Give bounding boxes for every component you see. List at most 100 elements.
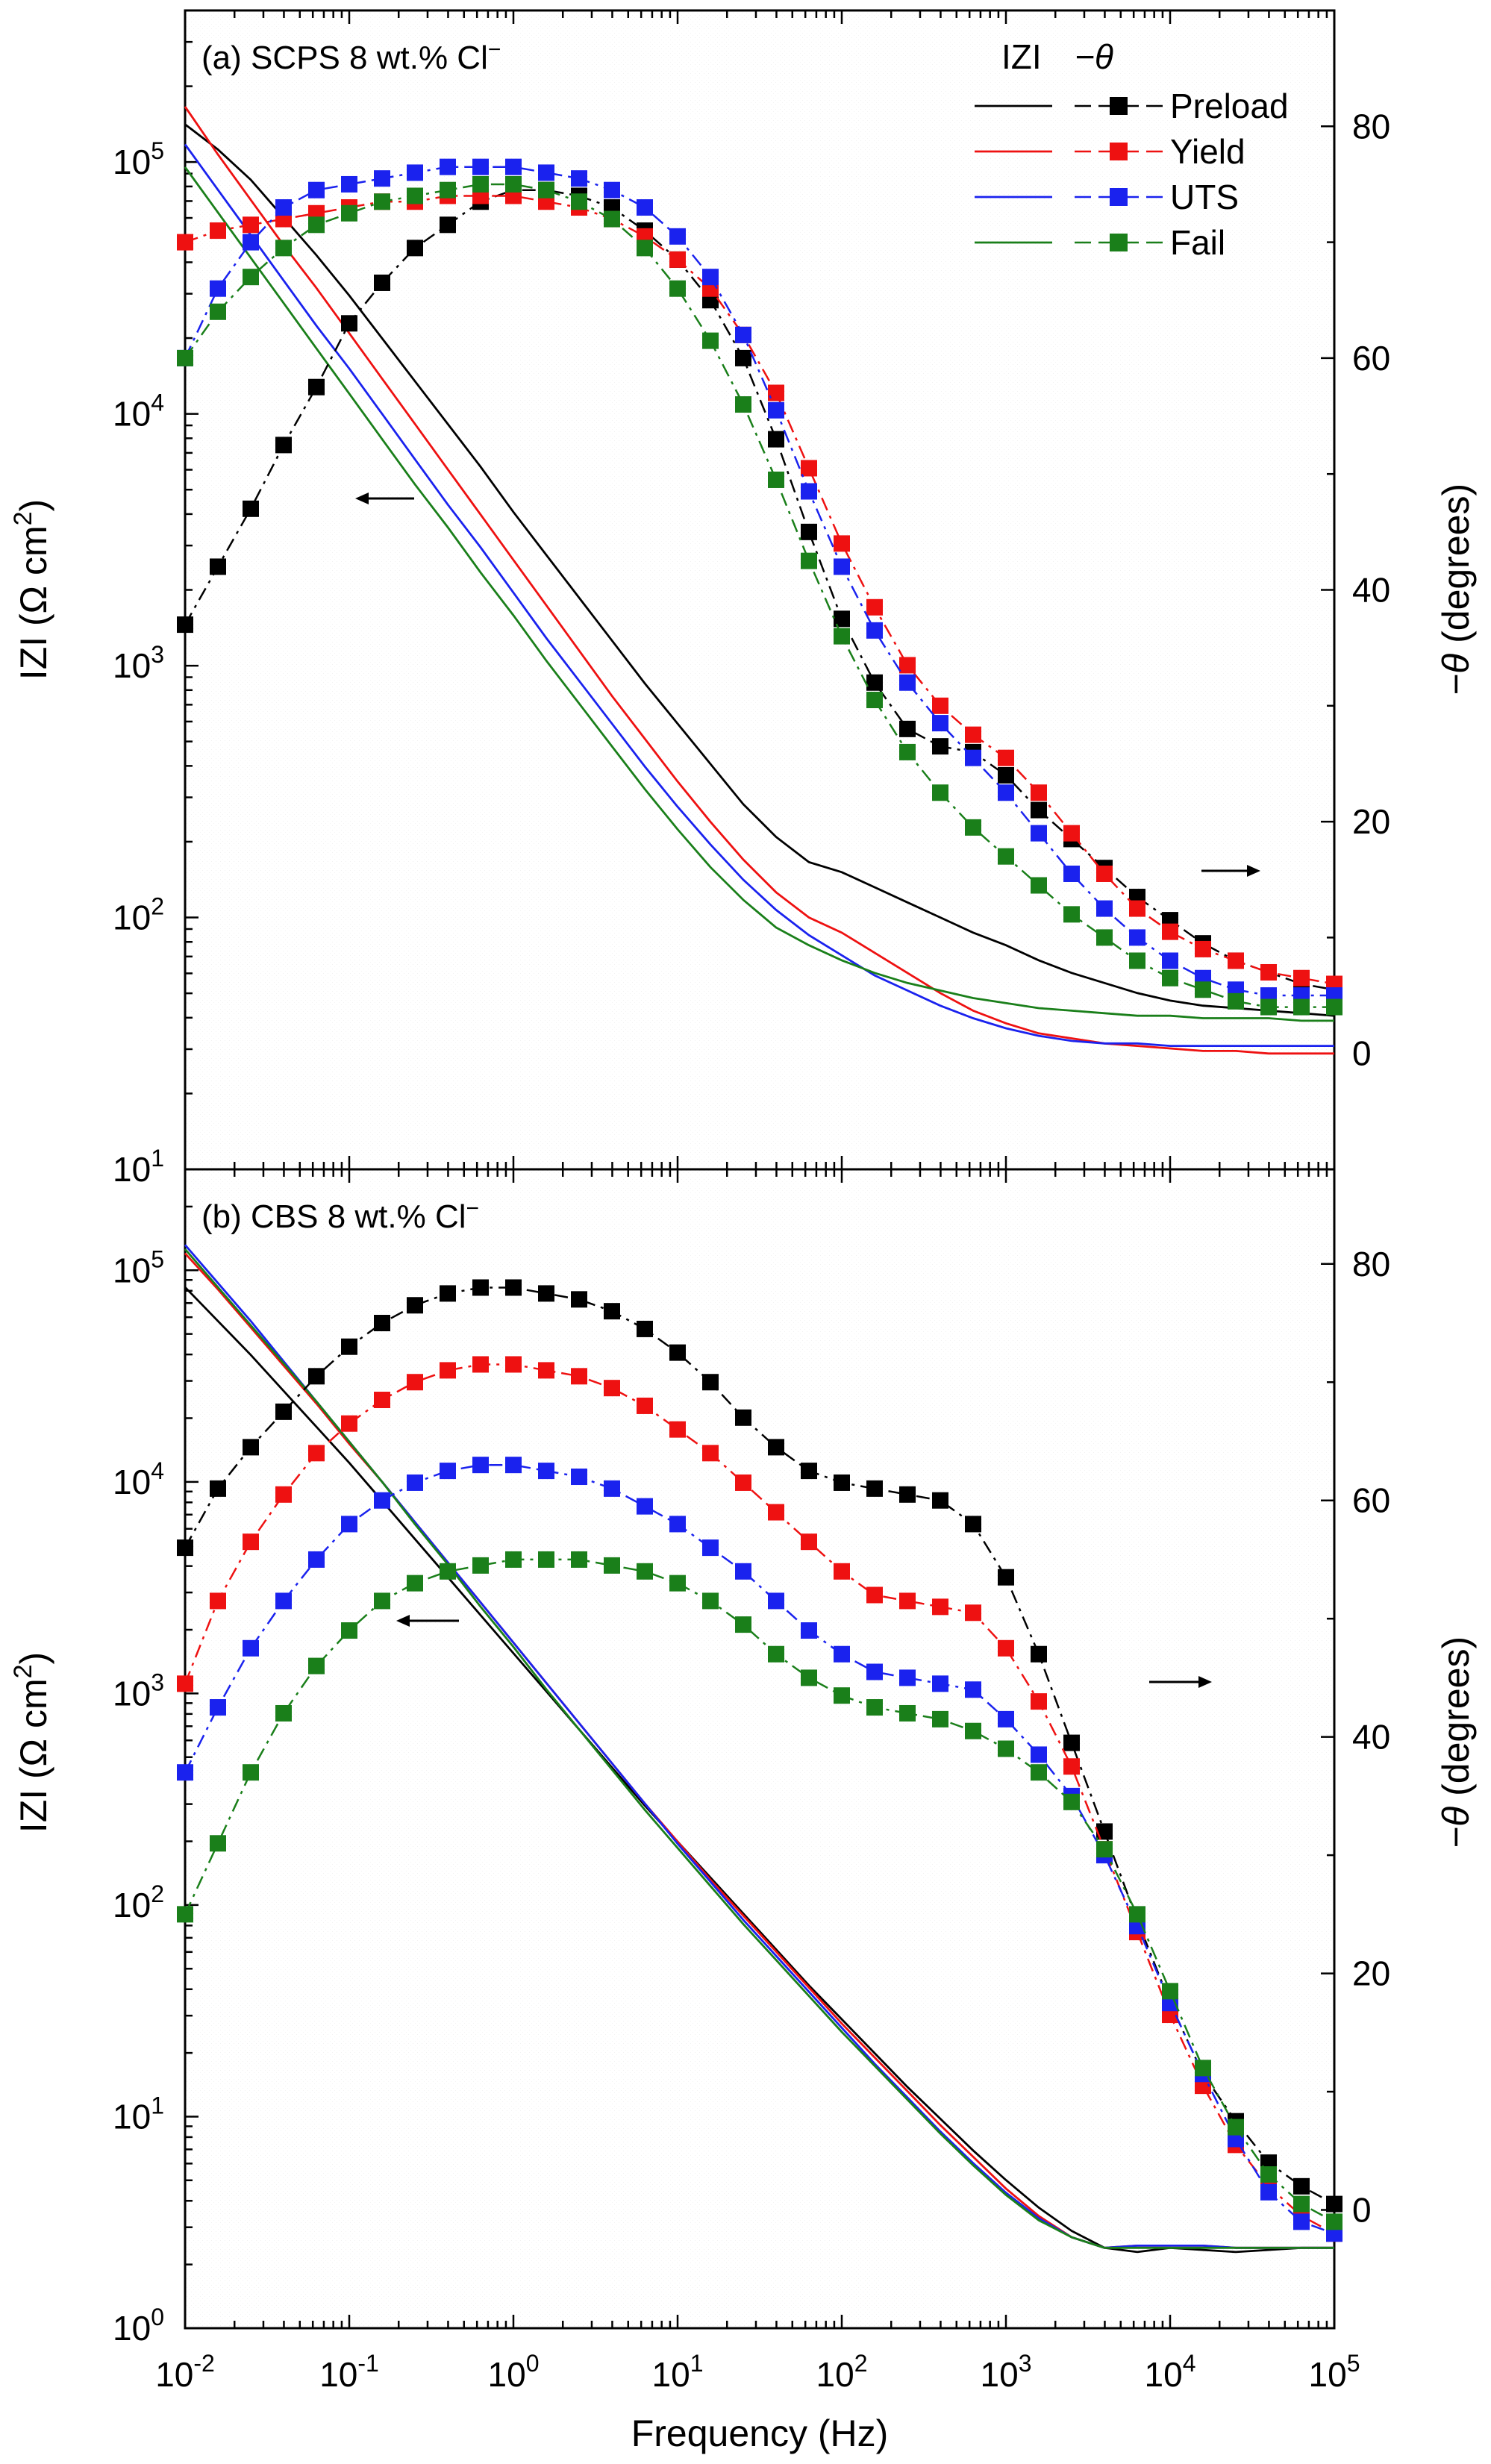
x-axis-title: Frequency (Hz) <box>631 2413 889 2454</box>
panel-b-theta-point-preload <box>669 1344 686 1361</box>
panel-a-theta-point-uts <box>801 483 817 500</box>
panel-a-theta-point-yield <box>1031 784 1047 801</box>
x-tick-label: 103 <box>981 2350 1032 2394</box>
panel-b-theta-point-fail <box>932 1710 948 1727</box>
panel-b-theta-point-uts <box>604 1480 620 1497</box>
panel-b-left-tick-label: 104 <box>113 1457 164 1501</box>
panel-a-theta-point-uts <box>899 674 916 691</box>
panel-b-theta-point-uts <box>308 1551 325 1568</box>
panel-b-theta-point-fail <box>538 1551 554 1568</box>
panel-a-theta-point-yield <box>1260 963 1277 981</box>
x-tick-label: 10-1 <box>319 2350 379 2394</box>
panel-a-theta-point-preload <box>768 431 784 448</box>
panel-a-theta-point-fail <box>702 332 719 349</box>
legend-marker-uts <box>1110 188 1128 206</box>
panel-a-theta-point-uts <box>210 280 226 297</box>
panel-a-theta-point-uts <box>1096 900 1113 917</box>
panel-b-left-axis: 100 101 102 103 104 105 <box>113 1168 1336 2348</box>
panel-a-theta-point-yield <box>1063 825 1080 842</box>
panel-a-right-axis-title: −θ (degrees) <box>1435 484 1477 695</box>
panel-a-theta-point-yield <box>669 251 686 268</box>
panel-b-theta-point-fail <box>1162 1983 1178 2000</box>
x-axis: 10-2 10-1 100 101 102 103 104 105 <box>155 2350 1360 2394</box>
legend-header-z: IZI <box>1001 37 1042 76</box>
panel-a-theta-point-uts <box>932 715 948 732</box>
panel-a-theta-point-uts <box>440 158 456 175</box>
panel-b-theta-point-fail <box>1063 1793 1080 1810</box>
panel-a-theta-point-uts <box>702 269 719 286</box>
panel-b-theta-point-fail <box>341 1622 357 1639</box>
panel-b-phase-arrow <box>1149 1676 1212 1688</box>
panel-b-theta-point-preload <box>538 1285 554 1302</box>
panel-b-theta-point-uts <box>275 1592 292 1610</box>
panel-a-theta-point-yield <box>965 726 981 743</box>
panel-b-theta-point-fail <box>637 1563 653 1580</box>
panel-b-theta-point-fail <box>866 1699 883 1716</box>
panel-b-theta-point-preload <box>965 1516 981 1533</box>
panel-b-theta-point-preload <box>308 1368 325 1385</box>
panel-a-theta-point-uts <box>1162 952 1178 969</box>
panel-b-theta-point-fail <box>1326 2213 1342 2230</box>
panel-a-theta-point-fail <box>768 471 784 488</box>
panel-a-impedance-arrow <box>355 493 414 504</box>
panel-a-theta-point-yield <box>801 460 817 477</box>
panel-b-theta-point-fail <box>669 1575 686 1592</box>
panel-a-theta-point-uts <box>407 164 423 181</box>
panel-a-theta-point-preload <box>801 523 817 540</box>
x-tick-label: 10-2 <box>155 2350 215 2394</box>
panel-b-left-tick-label: 103 <box>113 1669 164 1713</box>
panel-b-theta-point-fail <box>407 1575 423 1592</box>
panel-a-theta-point-fail <box>440 181 456 198</box>
panel-b-theta-point-yield <box>735 1474 751 1491</box>
panel-b-theta-point-uts <box>374 1492 390 1509</box>
panel-a-theta-point-fail <box>604 210 620 228</box>
panel-b-theta-point-uts <box>472 1457 489 1474</box>
panel-b-theta-point-yield <box>407 1374 423 1391</box>
panel-a-theta-point-yield <box>1096 865 1113 882</box>
panel-a-theta-point-preload <box>210 558 226 575</box>
panel-b-theta-point-preload <box>177 1539 193 1557</box>
panel-b-theta-point-uts <box>735 1563 751 1580</box>
panel-b-theta-point-fail <box>1293 2195 1310 2213</box>
panel-b-theta-point-preload <box>472 1279 489 1296</box>
panel-a-theta-point-fail <box>1063 906 1080 923</box>
panel-b-theta-point-yield <box>177 1675 193 1692</box>
panel-a-theta-point-fail <box>965 819 981 836</box>
panel-b-theta-point-uts <box>932 1675 948 1692</box>
panel-a-theta-point-uts <box>341 175 357 193</box>
panel-a-right-tick-label: 80 <box>1352 107 1390 146</box>
panel-b-theta-point-uts <box>1260 2183 1277 2201</box>
legend-marker-preload <box>1110 97 1128 115</box>
panel-b-theta-point-yield <box>308 1445 325 1462</box>
panel-a-theta-point-uts <box>735 326 751 343</box>
panel-b-theta-point-uts <box>998 1710 1014 1727</box>
panel-b-theta-point-yield <box>1063 1758 1080 1775</box>
panel-b-theta-point-fail <box>899 1704 916 1722</box>
panel-b-theta-point-yield <box>440 1362 456 1379</box>
panel-a-theta-point-uts <box>1129 929 1145 946</box>
panel-b-right-tick-label: 20 <box>1352 1954 1390 1993</box>
panel-a-theta-point-yield <box>998 749 1014 766</box>
panel-b-theta-point-uts <box>834 1645 850 1663</box>
panel-b-theta-point-yield <box>571 1368 587 1385</box>
panel-a-theta-point-fail <box>866 692 883 709</box>
panel-a-theta-point-yield <box>768 384 784 401</box>
panel-b-theta-point-preload <box>735 1409 751 1426</box>
x-tick-label: 102 <box>816 2350 868 2394</box>
panel-b-theta-point-yield <box>243 1533 259 1551</box>
panel-a-theta-point-uts <box>1063 865 1080 882</box>
panel-b-theta-point-preload <box>932 1492 948 1509</box>
panel-a-theta-point-uts <box>243 234 259 251</box>
panel-b-right-tick-label: 60 <box>1352 1481 1390 1520</box>
panel-b-theta-point-uts <box>440 1463 456 1480</box>
panel-b-theta-point-preload <box>571 1291 587 1308</box>
panel-a-left-tick-label: 105 <box>113 137 164 181</box>
panel-a-theta-point-fail <box>505 175 522 193</box>
panel-b-theta-point-uts <box>407 1474 423 1491</box>
panel-a-theta-point-preload <box>243 500 259 517</box>
panel-a-z-line-preload <box>184 123 1335 1017</box>
panel-a-theta-point-fail <box>1129 952 1145 969</box>
panel-b-theta-point-uts <box>965 1681 981 1698</box>
legend-label-yield: Yield <box>1170 132 1245 171</box>
panel-a-theta-point-fail <box>275 240 292 257</box>
